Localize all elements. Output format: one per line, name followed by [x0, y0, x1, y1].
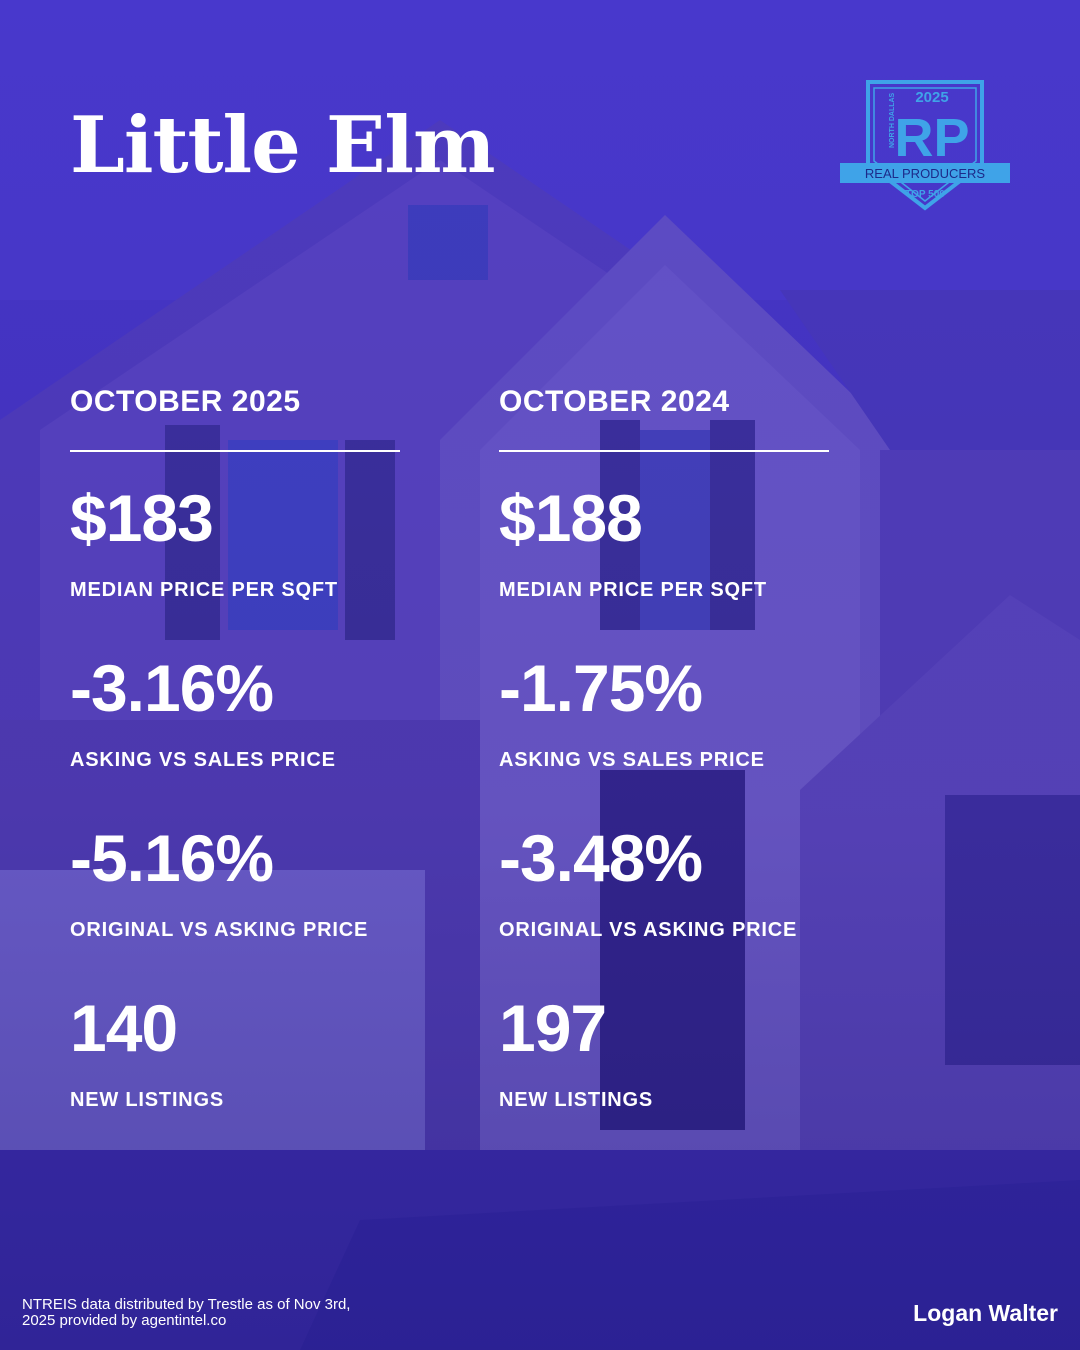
svg-text:TOP 500: TOP 500 [905, 189, 945, 200]
svg-text:NORTH DALLAS: NORTH DALLAS [889, 92, 896, 148]
divider [70, 450, 400, 452]
svg-text:REAL PRODUCERS: REAL PRODUCERS [865, 166, 985, 181]
stat-value: $188 [499, 481, 643, 555]
divider [499, 450, 829, 452]
stat-median-price-per-sqft: $183 MEDIAN PRICE PER SQFT [70, 485, 490, 602]
stat-asking-vs-sales: -1.75% ASKING VS SALES PRICE [499, 655, 919, 772]
real-producers-badge-logo: 2025 RP NORTH DALLAS REAL PRODUCERS TOP … [840, 80, 1010, 211]
column-header: OCTOBER 2025 [70, 385, 301, 418]
stat-new-listings: 197 NEW LISTINGS [499, 995, 919, 1112]
stat-value: -3.48% [499, 821, 703, 895]
stat-label: NEW LISTINGS [499, 1089, 654, 1111]
stat-value: $183 [70, 481, 214, 555]
stat-value: 140 [70, 991, 178, 1065]
stat-value: -3.16% [70, 651, 274, 725]
stat-label: MEDIAN PRICE PER SQFT [70, 579, 338, 601]
stat-value: 197 [499, 991, 607, 1065]
column-header: OCTOBER 2024 [499, 385, 730, 418]
stat-label: ORIGINAL VS ASKING PRICE [70, 919, 369, 941]
stat-label: ASKING VS SALES PRICE [70, 749, 336, 771]
svg-text:2025: 2025 [915, 89, 948, 106]
stat-original-vs-asking: -3.48% ORIGINAL VS ASKING PRICE [499, 825, 919, 942]
stat-original-vs-asking: -5.16% ORIGINAL VS ASKING PRICE [70, 825, 490, 942]
stat-median-price-per-sqft: $188 MEDIAN PRICE PER SQFT [499, 485, 919, 602]
stat-label: MEDIAN PRICE PER SQFT [499, 579, 767, 601]
stat-label: ASKING VS SALES PRICE [499, 749, 765, 771]
agent-name: Logan Walter [913, 1300, 1058, 1326]
data-source-note: NTREIS data distributed by Trestle as of… [22, 1296, 351, 1329]
stat-asking-vs-sales: -3.16% ASKING VS SALES PRICE [70, 655, 490, 772]
column-october-2025: OCTOBER 2025 $183 MEDIAN PRICE PER SQFT … [70, 385, 400, 1111]
column-october-2024: OCTOBER 2024 $188 MEDIAN PRICE PER SQFT … [499, 385, 829, 1111]
stat-value: -1.75% [499, 651, 703, 725]
stat-value: -5.16% [70, 821, 274, 895]
stat-label: NEW LISTINGS [70, 1089, 225, 1111]
stat-new-listings: 140 NEW LISTINGS [70, 995, 490, 1112]
page-title: Little Elm [70, 100, 496, 191]
svg-text:RP: RP [894, 108, 969, 168]
stat-label: ORIGINAL VS ASKING PRICE [499, 919, 798, 941]
